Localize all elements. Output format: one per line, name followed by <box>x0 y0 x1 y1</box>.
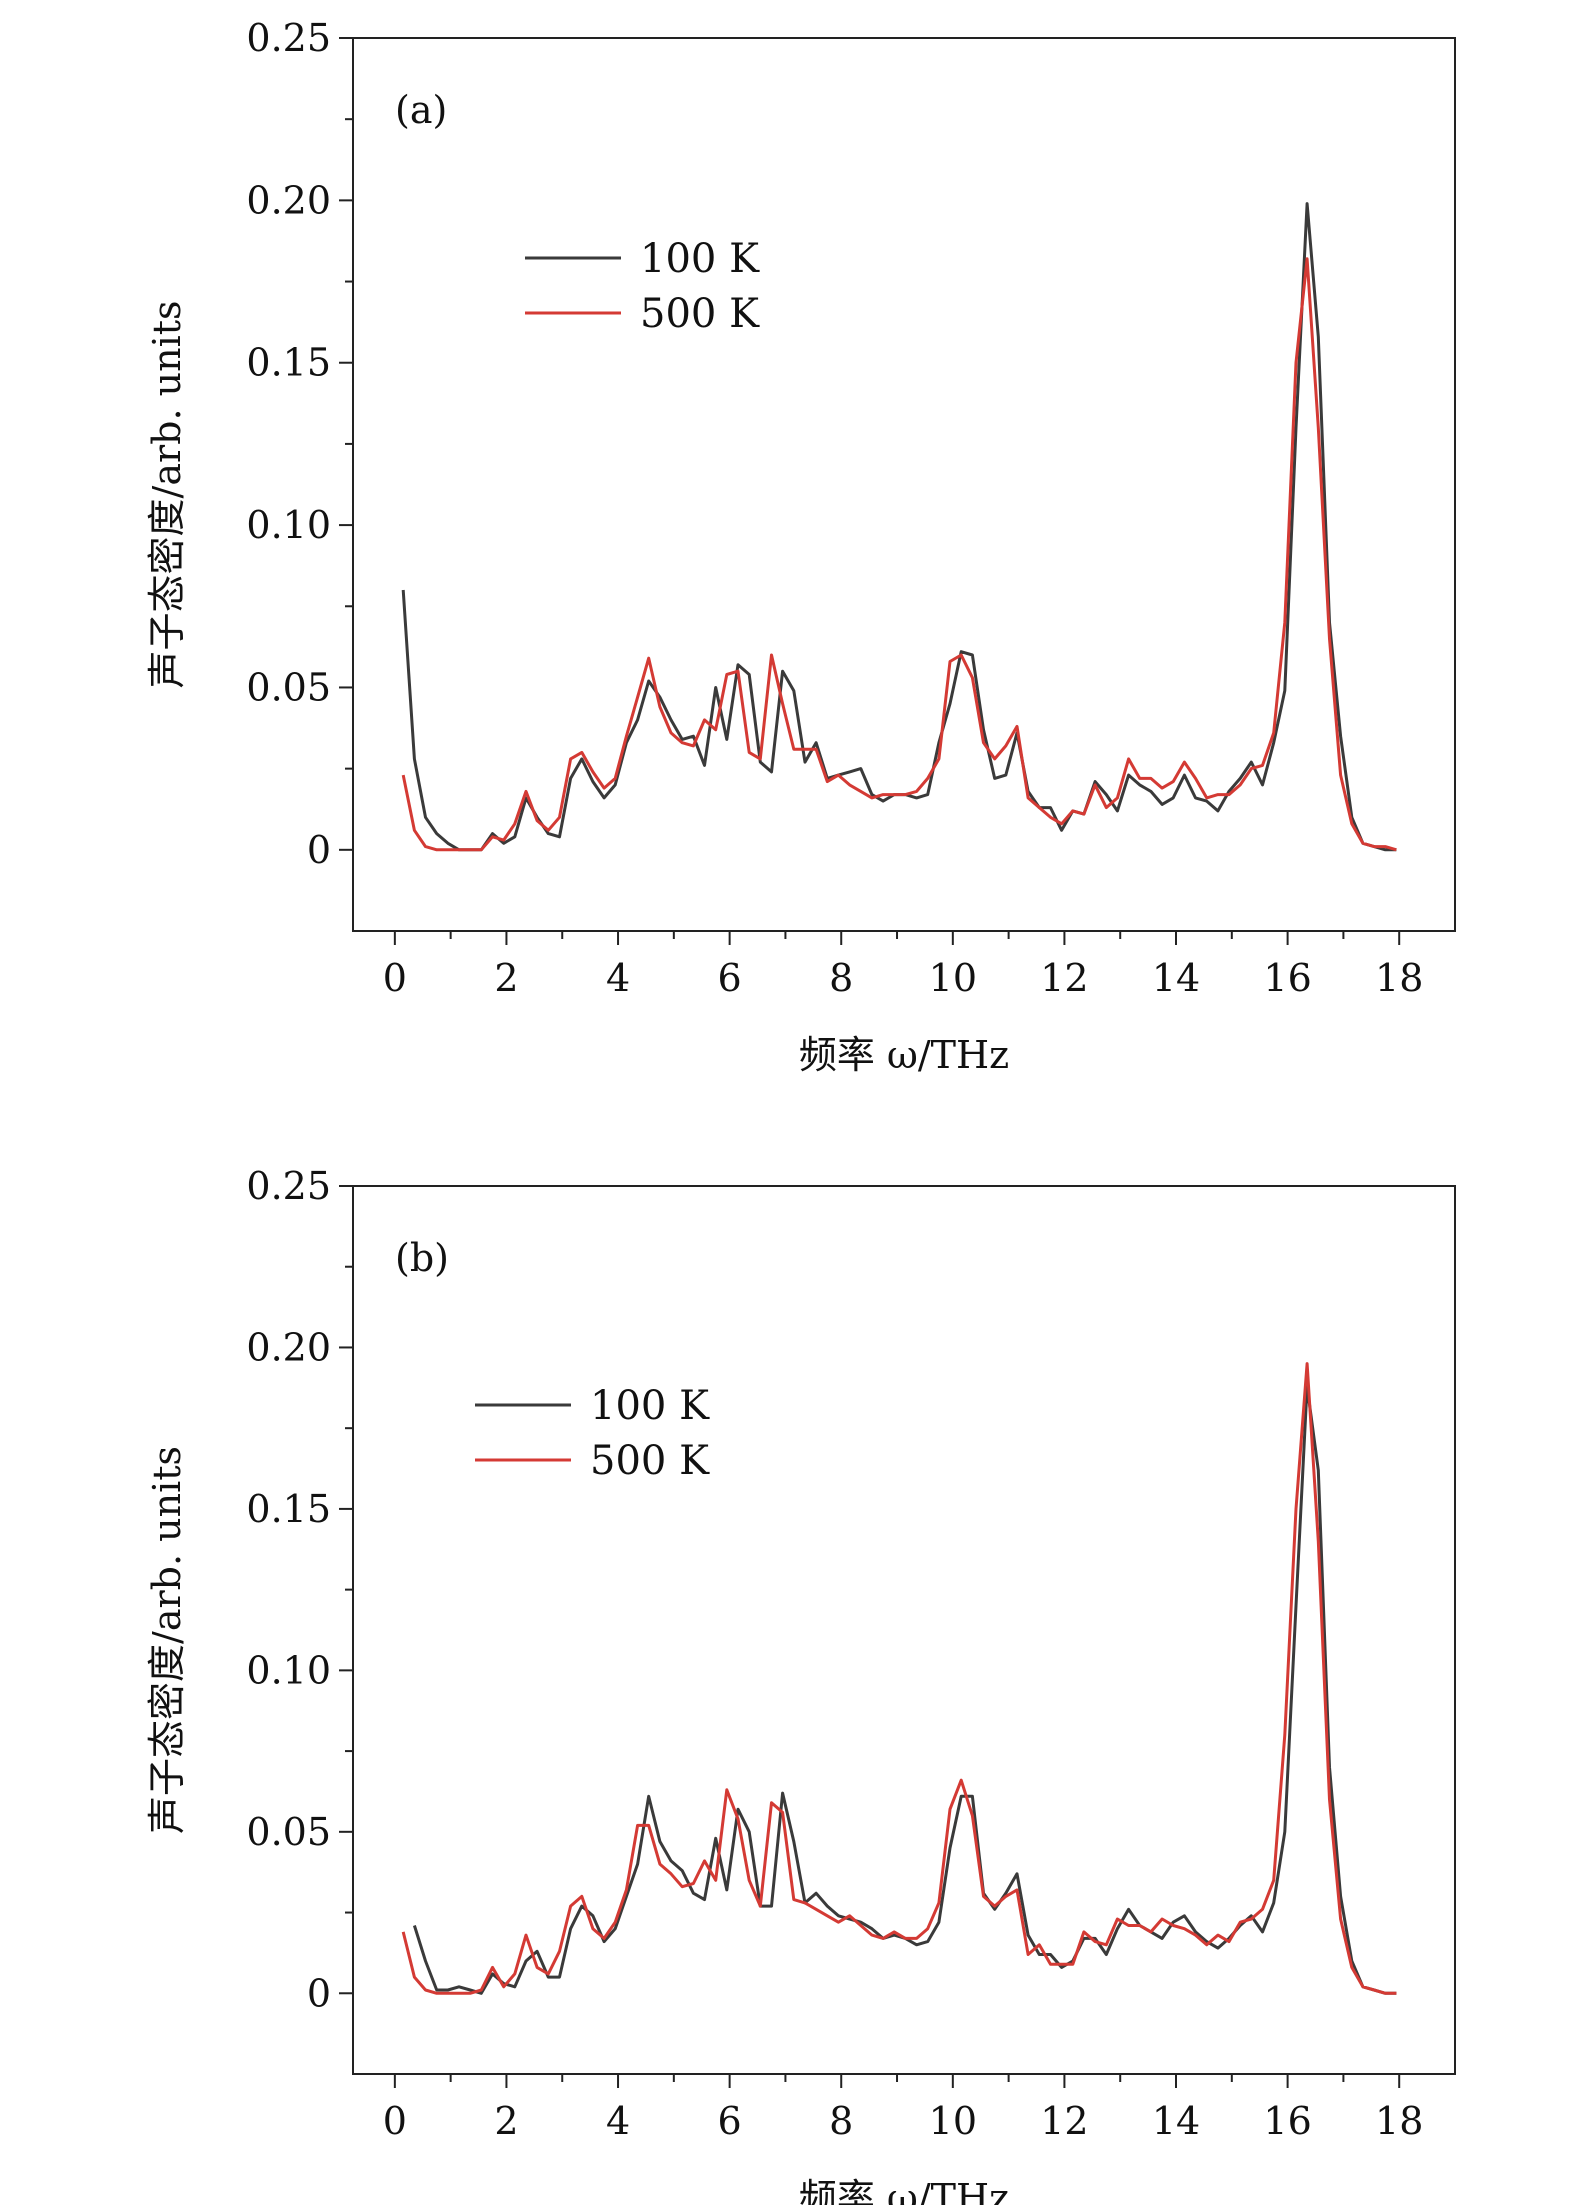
x-tick-label: 16 <box>1263 2099 1311 2143</box>
chart-panel-a: 0 2 4 6 8 10 12 14 16 18 0 0.05 0.10 0.15 0.20 0.25 频率 ω… <box>145 16 1456 1077</box>
y-tick-label: 0.25 <box>246 16 331 60</box>
y-tick-label: 0.05 <box>246 1810 331 1854</box>
y-tick-label: 0.05 <box>246 665 331 709</box>
y-axis: 0 0.05 0.10 0.15 0.20 0.25 <box>246 1164 353 2015</box>
y-axis-title: 声子态密度/arb. units <box>145 301 189 689</box>
series-line-100k <box>401 202 1397 852</box>
series-line-500k <box>401 1362 1397 1995</box>
x-tick-label: 12 <box>1040 956 1088 1000</box>
legend-label: 100 K <box>590 1383 710 1429</box>
x-axis: 0 2 4 6 8 10 12 14 16 18 <box>383 2074 1423 2143</box>
x-tick-label: 6 <box>718 956 742 1000</box>
y-tick-label: 0.10 <box>246 1648 331 1692</box>
x-tick-label: 0 <box>383 2099 407 2143</box>
x-axis-title: 频率 ω/THz <box>799 1033 1009 1077</box>
panel-label: (b) <box>395 1236 449 1280</box>
series-line-500k <box>401 257 1397 852</box>
y-tick-label: 0.20 <box>246 1325 331 1369</box>
x-axis-title: 频率 ω/THz <box>799 2176 1009 2205</box>
x-tick-label: 14 <box>1152 2099 1200 2143</box>
legend-label: 500 K <box>640 291 760 337</box>
legend: 100 K 500 K <box>475 1383 710 1484</box>
chart-panel-b: 0 2 4 6 8 10 12 14 16 18 0 0.05 0.10 0.15 0.20 0.25 频率 ω… <box>145 1164 1456 2205</box>
x-tick-label: 8 <box>829 2099 853 2143</box>
x-tick-label: 12 <box>1040 2099 1088 2143</box>
plot-frame <box>352 37 1456 932</box>
y-tick-label: 0 <box>307 1971 331 2015</box>
x-tick-label: 4 <box>606 2099 630 2143</box>
y-tick-label: 0.15 <box>246 341 331 385</box>
y-tick-label: 0 <box>307 828 331 872</box>
x-tick-label: 2 <box>494 956 518 1000</box>
x-tick-label: 10 <box>929 2099 977 2143</box>
plot-frame <box>352 1185 1456 2075</box>
x-tick-label: 14 <box>1152 956 1200 1000</box>
x-tick-label: 18 <box>1375 2099 1423 2143</box>
x-axis: 0 2 4 6 8 10 12 14 16 18 <box>383 931 1423 1000</box>
series-line-100k <box>412 1384 1397 1995</box>
y-axis-title: 声子态密度/arb. units <box>145 1446 189 1834</box>
y-tick-label: 0.20 <box>246 178 331 222</box>
x-tick-label: 2 <box>494 2099 518 2143</box>
y-tick-label: 0.25 <box>246 1164 331 1208</box>
legend-label: 100 K <box>640 236 760 282</box>
x-tick-label: 18 <box>1375 956 1423 1000</box>
x-tick-label: 4 <box>606 956 630 1000</box>
x-tick-label: 16 <box>1263 956 1311 1000</box>
y-axis: 0 0.05 0.10 0.15 0.20 0.25 <box>246 16 353 872</box>
legend: 100 K 500 K <box>525 236 760 337</box>
y-tick-label: 0.15 <box>246 1487 331 1531</box>
x-tick-label: 6 <box>718 2099 742 2143</box>
y-tick-label: 0.10 <box>246 503 331 547</box>
panel-label: (a) <box>395 88 447 132</box>
x-tick-label: 0 <box>383 956 407 1000</box>
x-tick-label: 10 <box>929 956 977 1000</box>
x-tick-label: 8 <box>829 956 853 1000</box>
legend-label: 500 K <box>590 1438 710 1484</box>
